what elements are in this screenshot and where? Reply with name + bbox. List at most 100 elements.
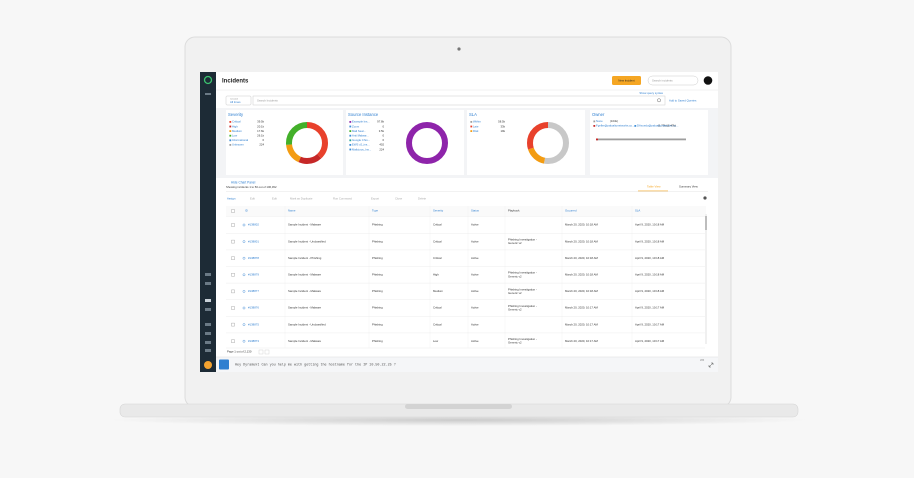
legend-label: Within <box>473 120 481 124</box>
legend-swatch <box>349 148 352 151</box>
legend-value: 17.6k <box>257 129 264 133</box>
table-cell: April 9, 2020, 10:17 AM <box>635 322 665 326</box>
column-header[interactable]: ID <box>245 209 248 213</box>
sidebar-icon[interactable] <box>205 273 211 276</box>
table-cell: High <box>433 273 439 277</box>
legend-value: 20.1k <box>257 124 264 128</box>
incident-id[interactable]: #138877 <box>248 289 259 293</box>
page-prev[interactable] <box>258 349 264 355</box>
row-preview[interactable] <box>242 240 246 243</box>
toolbar-action[interactable]: Edit <box>250 197 255 201</box>
row-preview[interactable] <box>242 273 246 277</box>
table-cell: April 9, 2020, 10:18 AM <box>635 273 665 277</box>
table-cell: Phishing <box>372 306 383 310</box>
query-syntax-link[interactable]: Show query syntax <box>639 91 663 95</box>
legend-label: Zoom <box>352 124 360 128</box>
incident-id[interactable]: #138873 <box>248 339 259 343</box>
user-menu[interactable] <box>703 76 713 85</box>
chart-panel <box>590 110 708 175</box>
select-all[interactable] <box>231 209 235 213</box>
table-cell: Sample Incident - Unclassified <box>288 322 326 326</box>
header-search[interactable] <box>647 75 699 86</box>
incident-search[interactable] <box>252 95 666 106</box>
playbook-cell: Phishing Investigation - <box>508 287 537 291</box>
toolbar-action[interactable]: Export <box>371 197 379 201</box>
sidebar-icon[interactable] <box>205 282 211 285</box>
incident-id[interactable]: #138875 <box>248 322 259 326</box>
chat-input[interactable]: Hey Dyramukt Can you help me with gettin… <box>235 363 396 368</box>
table-cell: Phishing <box>372 239 383 243</box>
row-preview[interactable] <box>242 256 246 260</box>
row-preview[interactable] <box>242 323 246 326</box>
legend-value: 97.8k <box>377 120 384 124</box>
toolbar-action[interactable]: Run Command <box>333 197 352 201</box>
sidebar-icon[interactable] <box>205 349 211 352</box>
toolbar-action[interactable]: Edit <box>272 197 277 201</box>
column-header[interactable]: SLA <box>635 209 640 213</box>
panel-title[interactable]: Severity <box>228 112 244 117</box>
pagination: Page 1 out of 2,130 <box>227 350 252 354</box>
legend-swatch <box>349 134 352 137</box>
date-filter[interactable] <box>225 95 252 106</box>
summary-view-tab[interactable]: Summary View <box>679 185 699 189</box>
column-header[interactable]: Playbook <box>508 209 520 213</box>
sidebar[interactable] <box>200 72 216 372</box>
incident-id[interactable]: #138876 <box>248 306 259 310</box>
settings-icon[interactable] <box>703 196 707 200</box>
table-cell: Phishing <box>372 339 383 343</box>
legend-value: 224 <box>259 143 264 147</box>
hide-panel-link[interactable]: Hide Chart Panel <box>231 180 256 184</box>
row-checkbox[interactable] <box>231 322 235 327</box>
sidebar-icon[interactable] <box>205 299 211 302</box>
row-preview[interactable] <box>242 339 246 343</box>
incident-id[interactable]: #138878 <box>248 256 259 260</box>
row-preview[interactable] <box>242 306 246 310</box>
save-query-link[interactable]: Add to Saved Queries <box>669 98 697 102</box>
panel-title[interactable]: Owner <box>592 112 605 117</box>
sidebar-icon[interactable] <box>205 341 211 344</box>
column-header[interactable]: Name <box>288 209 296 213</box>
incident-id[interactable]: #138801 <box>248 239 259 243</box>
toolbar-action[interactable]: Mark as Duplicate <box>290 197 313 201</box>
row-checkbox[interactable] <box>231 256 235 260</box>
chat-icon[interactable] <box>219 359 229 370</box>
page-next[interactable] <box>264 349 270 355</box>
table-cell: March 20, 2020, 10:17 AM <box>565 322 598 326</box>
new-incident-button[interactable] <box>612 76 641 85</box>
row-preview[interactable] <box>242 223 246 227</box>
legend-value: (1.47k) <box>667 124 676 128</box>
row-checkbox[interactable] <box>231 306 235 310</box>
expand-icon[interactable] <box>708 362 714 368</box>
playbook-cell: Generic v2 <box>508 274 522 278</box>
sidebar-icon[interactable] <box>205 308 211 311</box>
column-header[interactable]: Status <box>471 209 480 213</box>
legend-value: 26.1k <box>257 134 264 138</box>
toolbar-action[interactable]: Assign <box>227 197 236 201</box>
column-header[interactable]: Severity <box>433 209 444 213</box>
sidebar-icon[interactable] <box>205 93 211 95</box>
incident-id[interactable]: #138879 <box>248 273 259 277</box>
panel-title[interactable]: Source Instance <box>348 112 379 117</box>
column-header[interactable]: Occurred <box>565 209 577 213</box>
table-view-tab[interactable]: Table View <box>647 185 661 189</box>
column-header[interactable]: Type <box>372 209 379 213</box>
search-icon <box>657 98 661 103</box>
sidebar-icon[interactable] <box>205 332 211 335</box>
row-checkbox[interactable] <box>231 239 235 244</box>
row-checkbox[interactable] <box>231 273 235 277</box>
toolbar-action[interactable]: Delete <box>418 197 427 201</box>
sidebar-icon[interactable] <box>205 323 211 326</box>
scroll-thumb[interactable] <box>705 216 707 230</box>
legend-swatch <box>229 134 232 137</box>
incident-id[interactable]: #138802 <box>248 223 259 227</box>
toolbar-action[interactable]: Close <box>395 197 403 201</box>
row-checkbox[interactable] <box>231 223 235 227</box>
avatar[interactable] <box>204 361 212 369</box>
row-checkbox[interactable] <box>231 339 235 343</box>
legend-label: Google Chro... <box>352 138 370 142</box>
panel-title[interactable]: SLA <box>469 112 477 117</box>
row-checkbox[interactable] <box>231 289 235 294</box>
page-title: Incidents <box>222 79 249 85</box>
row-preview[interactable] <box>242 290 246 293</box>
legend-value: 224 <box>379 147 384 151</box>
